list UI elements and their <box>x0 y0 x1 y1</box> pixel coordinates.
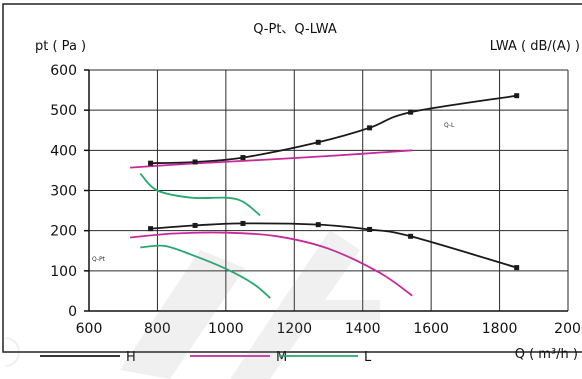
data-point-h-q-pt <box>408 233 414 239</box>
series-line-l-q-lwa <box>139 172 261 217</box>
data-point-h-q-lwa <box>408 109 414 115</box>
data-point-h-q-lwa <box>367 125 373 131</box>
series-line-l-q-pt <box>140 244 271 299</box>
watermark <box>4 230 380 379</box>
x-tick-label: 600 <box>76 321 103 337</box>
data-point-h-q-pt <box>240 220 246 226</box>
data-point-h-q-pt <box>315 222 321 228</box>
legend-label-h: H <box>126 350 136 365</box>
data-point-h-q-pt <box>367 226 373 232</box>
plot-axes <box>84 69 568 312</box>
curve-label-pt: Q-Pt <box>92 256 106 263</box>
data-point-h-q-lwa <box>148 160 154 166</box>
y-tick-label: 200 <box>50 224 77 240</box>
legend-label-l: L <box>364 350 372 365</box>
x-tick-label: 1200 <box>276 321 312 337</box>
x-tick-label: 1600 <box>413 321 449 337</box>
series-line-m-q-pt <box>130 231 413 297</box>
series-line-m-q-lwa <box>130 149 413 169</box>
data-point-h-q-pt <box>514 265 520 271</box>
markers-layer <box>148 93 520 271</box>
y-tick-label: 400 <box>50 143 77 159</box>
y-tick-label: 100 <box>50 264 77 280</box>
chart-title: Q-Pt、Q-LWA <box>253 22 337 37</box>
data-point-h-q-pt <box>148 226 154 232</box>
x-tick-label: 1000 <box>208 321 244 337</box>
y-axis-label: pt ( Pa ) <box>35 39 86 54</box>
curve-label-lwa: Q-L <box>444 122 455 129</box>
x-axis-label: Q ( m³/h ) <box>515 347 578 362</box>
y2-axis-label: LWA ( dB/(A) ) <box>490 39 580 54</box>
data-point-h-q-pt <box>192 222 198 228</box>
data-point-h-q-lwa <box>315 139 321 145</box>
y-tick-label: 300 <box>50 184 77 200</box>
data-point-h-q-lwa <box>240 155 246 161</box>
x-tick-label: 1800 <box>482 321 518 337</box>
x-tick-label: 1400 <box>345 321 381 337</box>
chart-frame <box>2 3 582 353</box>
y-tick-label: 500 <box>50 103 77 119</box>
x-tick-label: 800 <box>144 321 171 337</box>
data-point-h-q-lwa <box>514 93 520 99</box>
data-point-h-q-lwa <box>192 159 198 165</box>
legend-label-m: M <box>276 350 287 365</box>
legend: HML <box>40 350 372 365</box>
y-tick-label: 0 <box>68 304 77 320</box>
y-tick-label: 600 <box>50 63 77 79</box>
